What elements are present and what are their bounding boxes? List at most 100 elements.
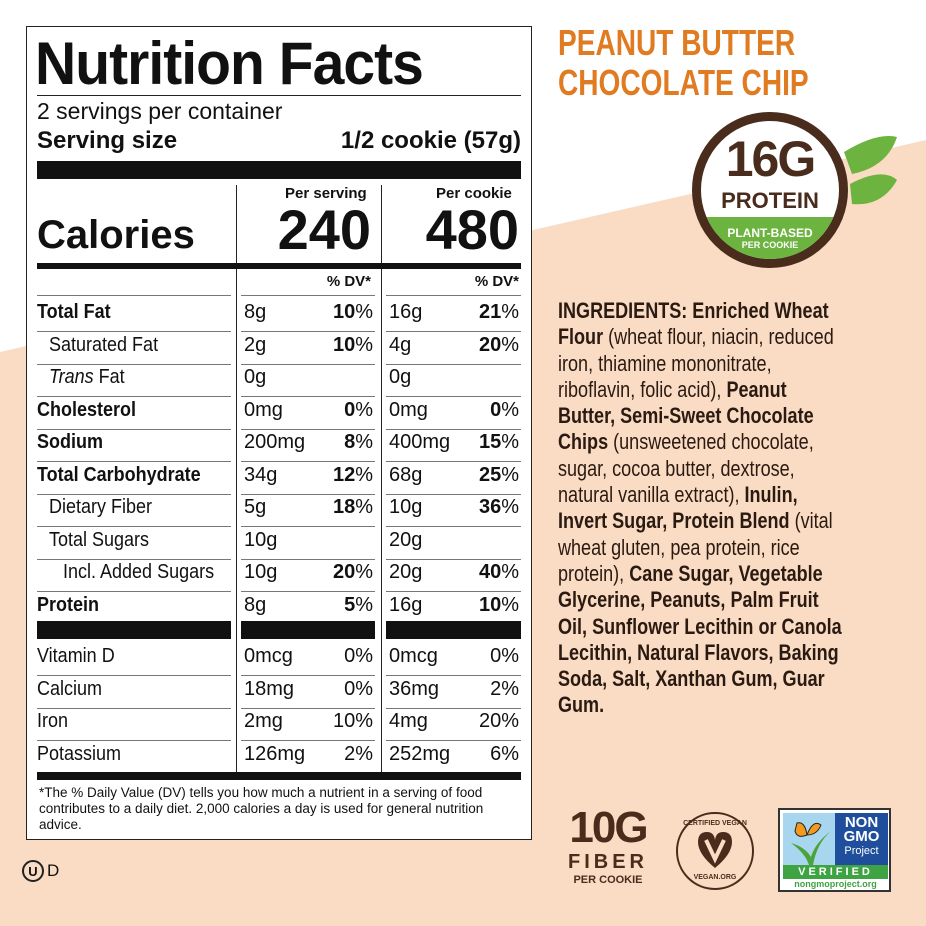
amount-per-serving: 10g <box>244 528 278 551</box>
row-divider <box>37 331 231 332</box>
amount-per-serving: 0mg <box>244 398 283 421</box>
ingredients-line: Chips (unsweetened chocolate, <box>558 429 853 455</box>
dv-number: 10 <box>478 593 502 616</box>
thick-divider <box>386 621 521 639</box>
ingredients-line: Butter, Semi-Sweet Chocolate <box>558 403 853 429</box>
ingredients-line: Glycerine, Peanuts, Palm Fruit <box>558 587 853 613</box>
row-divider <box>37 591 231 592</box>
servings-per-container: 2 servings per container <box>37 98 283 124</box>
ingredient-bold: Cane Sugar, Vegetable <box>629 560 823 586</box>
dv-header-serving: % DV* <box>326 273 371 290</box>
dv-percent: % <box>355 561 373 583</box>
amount-per-serving: 0mcg <box>244 645 293 667</box>
amount-per-cookie: 20g <box>389 561 423 583</box>
dv-number: 12 <box>332 463 356 486</box>
amount-per-cookie: 4g <box>389 333 412 356</box>
row-divider <box>37 396 231 397</box>
row-divider <box>37 707 231 709</box>
row-divider <box>386 363 521 365</box>
daily-value: 36% <box>479 496 519 519</box>
dv-number: 15 <box>478 431 502 453</box>
nutrient-name: Dietary Fiber <box>49 496 153 518</box>
dv-percent: % <box>355 398 373 421</box>
fiber-badge: 10G FIBER PER COOKIE <box>562 806 654 887</box>
dv-number: 21 <box>478 301 502 323</box>
amount-per-serving: 2mg <box>244 710 283 732</box>
row-divider <box>386 558 521 560</box>
nutrient-name: Trans Fat <box>49 366 125 388</box>
row-divider <box>241 428 375 430</box>
amount-per-cookie: 16g <box>389 301 423 323</box>
ingredient-bold: Inulin, <box>744 482 798 508</box>
daily-value: 10% <box>332 710 373 732</box>
daily-value: 10% <box>333 301 373 324</box>
protein-badge: 16G PROTEIN PLANT-BASED PER COOKIE <box>692 112 897 268</box>
kosher-symbol: U D <box>22 860 59 882</box>
serving-size-label: Serving size <box>37 127 178 154</box>
nutrient-name: Total Fat <box>37 301 111 323</box>
plant-based-label: PLANT-BASED <box>727 226 813 240</box>
amount-per-serving: 8g <box>244 301 267 323</box>
row-divider <box>241 591 375 592</box>
vegan-heart-icon <box>698 832 732 868</box>
daily-value: 8% <box>344 431 373 454</box>
dv-percent: % <box>501 593 519 616</box>
nutrient-name: Total Carbohydrate <box>37 463 201 486</box>
dv-percent: % <box>501 561 519 583</box>
ingredients-line: Flour (wheat flour, niacin, reduced <box>558 324 853 350</box>
ingredients-line: Oil, Sunflower Lecithin or Canola <box>558 614 853 640</box>
nutrient-name: Total Sugars <box>49 528 150 551</box>
daily-value: 10% <box>333 334 373 357</box>
fiber-label: FIBER <box>568 851 648 873</box>
vitamin-name: Vitamin D <box>37 645 115 667</box>
vitamin-name: Calcium <box>37 677 103 700</box>
dv-percent: % <box>501 431 519 453</box>
nongmo-project: Project <box>844 845 879 857</box>
ingredient-text: sugar, cocoa butter, dextrose, <box>558 455 795 481</box>
row-divider <box>241 558 375 560</box>
product-name-line1: PEANUT BUTTER <box>558 22 796 63</box>
ingredient-text: natural vanilla extract), <box>558 482 745 508</box>
amount-per-cookie: 400mg <box>389 431 451 453</box>
daily-value: 0% <box>490 645 519 667</box>
ingredients-line: sugar, cocoa butter, dextrose, <box>558 456 853 482</box>
row-divider <box>241 461 375 462</box>
protein-amount: 16G <box>725 131 817 187</box>
nongmo-non: NON <box>844 814 879 831</box>
amount-per-serving: 200mg <box>244 431 306 453</box>
ingredient-bold: INGREDIENTS: Enriched Wheat <box>558 298 829 323</box>
row-divider <box>386 493 521 495</box>
amount-per-serving: 0g <box>244 366 267 388</box>
ingredient-bold: Glycerine, Peanuts, Palm Fruit <box>558 587 819 613</box>
label-title: Nutrition Facts <box>35 30 424 97</box>
row-divider <box>241 707 375 709</box>
row-divider <box>37 740 231 741</box>
amount-per-cookie: 252mg <box>389 742 451 765</box>
ingredient-bold: Peanut <box>726 376 787 402</box>
daily-value: 12% <box>333 464 373 487</box>
row-divider <box>241 740 375 741</box>
non-gmo-verified-badge: NON GMO Project VERIFIED nongmoproject.o… <box>778 808 891 892</box>
dv-percent: % <box>355 301 373 323</box>
amount-per-serving: 10g <box>244 561 278 583</box>
ingredient-bold: Gum. <box>558 692 605 718</box>
ingredient-text: iron, thiamine mononitrate, <box>558 350 772 376</box>
dv-number: 10 <box>332 333 356 356</box>
daily-value: 0% <box>344 645 373 667</box>
calories-per-cookie: 480 <box>425 198 519 261</box>
row-divider <box>386 675 521 676</box>
amount-per-serving: 18mg <box>244 677 295 700</box>
ingredients-line: protein), Cane Sugar, Vegetable <box>558 561 853 587</box>
dv-percent: % <box>501 463 519 486</box>
daily-value: 0% <box>344 677 373 700</box>
product-name-line2: CHOCOLATE CHIP <box>558 62 809 103</box>
dv-number: 0 <box>490 398 502 421</box>
protein-label: PROTEIN <box>721 188 819 213</box>
nongmo-url: nongmoproject.org <box>794 879 877 889</box>
butterfly-icon <box>791 822 831 865</box>
ingredients-line: wheat gluten, pea protein, rice <box>558 535 853 561</box>
daily-value: 6% <box>490 742 519 765</box>
amount-per-cookie: 36mg <box>389 677 440 700</box>
per-cookie-header: Per cookie <box>436 185 512 202</box>
daily-value: 0% <box>344 399 373 422</box>
